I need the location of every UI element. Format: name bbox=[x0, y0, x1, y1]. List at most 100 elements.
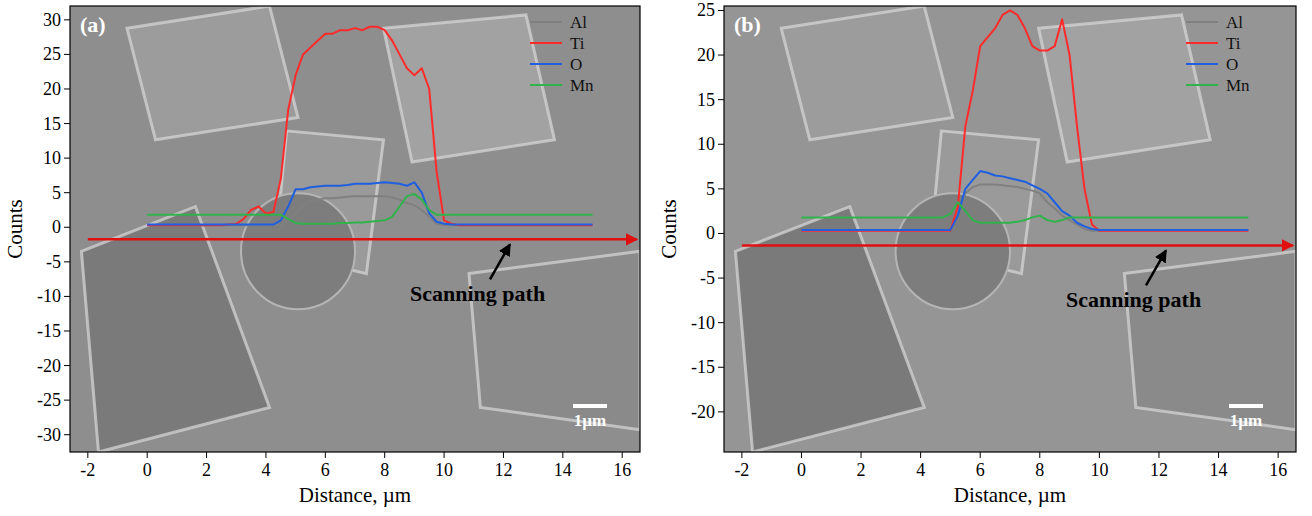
image-ground bbox=[724, 6, 1296, 452]
y-tick-label: 15 bbox=[697, 90, 715, 110]
y-tick bbox=[718, 233, 724, 234]
x-tick bbox=[206, 452, 207, 458]
legend: AlTiOMn bbox=[1186, 13, 1250, 95]
y-tick bbox=[64, 158, 70, 159]
x-axis-title: Distance, µm bbox=[954, 483, 1066, 507]
y-tick bbox=[64, 19, 70, 20]
x-tick bbox=[1039, 452, 1040, 458]
legend: AlTiOMn bbox=[530, 13, 594, 95]
legend-label: Ti bbox=[570, 34, 585, 53]
series-line bbox=[801, 171, 1248, 230]
y-tick bbox=[718, 144, 724, 145]
legend-swatch bbox=[530, 42, 562, 44]
x-tick-label: 4 bbox=[916, 460, 925, 480]
y-tick bbox=[718, 188, 724, 189]
series-lines bbox=[801, 10, 1248, 230]
y-axis-title: Counts bbox=[657, 199, 681, 259]
pointer-arrow bbox=[1146, 250, 1166, 285]
x-tick bbox=[1218, 452, 1219, 458]
y-tick bbox=[718, 367, 724, 368]
annotation: Scanning path bbox=[410, 281, 545, 306]
y-tick bbox=[64, 54, 70, 55]
y-tick-label: 20 bbox=[697, 45, 715, 65]
x-tick-label: 16 bbox=[613, 460, 631, 480]
legend-swatch bbox=[1186, 84, 1218, 86]
y-tick bbox=[64, 434, 70, 435]
x-tick-label: -2 bbox=[734, 460, 749, 480]
panel: -20246810121416-30-25-20-15-10-505101520… bbox=[3, 6, 640, 507]
scale-bar-label: 1µm bbox=[574, 411, 606, 430]
x-axis-title: Distance, µm bbox=[299, 483, 411, 507]
x-tick bbox=[1099, 452, 1100, 458]
annotation: Scanning path bbox=[1066, 287, 1201, 312]
y-tick-label: -10 bbox=[691, 313, 715, 333]
panel-label: (b) bbox=[734, 12, 761, 37]
x-tick-label: 2 bbox=[857, 460, 866, 480]
series-line bbox=[801, 202, 1248, 223]
y-tick-label: 10 bbox=[697, 134, 715, 154]
x-tick bbox=[980, 452, 981, 458]
x-tick-label: 10 bbox=[1090, 460, 1108, 480]
x-tick bbox=[562, 452, 563, 458]
grain bbox=[469, 251, 640, 429]
pointer-arrow bbox=[490, 244, 510, 279]
x-tick-label: 12 bbox=[1150, 460, 1168, 480]
grain bbox=[384, 15, 555, 162]
y-tick bbox=[64, 227, 70, 228]
y-tick-label: 25 bbox=[43, 44, 61, 64]
y-tick bbox=[718, 411, 724, 412]
y-tick-label: -30 bbox=[37, 425, 61, 445]
x-tick bbox=[325, 452, 326, 458]
y-tick bbox=[64, 400, 70, 401]
x-tick-label: 6 bbox=[976, 460, 985, 480]
y-tick bbox=[64, 296, 70, 297]
legend-label: Ti bbox=[1226, 34, 1241, 53]
x-tick-label: 6 bbox=[321, 460, 330, 480]
x-tick bbox=[503, 452, 504, 458]
y-tick-label: -15 bbox=[691, 357, 715, 377]
x-tick bbox=[861, 452, 862, 458]
x-tick bbox=[622, 452, 623, 458]
legend-swatch bbox=[530, 21, 562, 23]
x-tick-label: 4 bbox=[261, 460, 270, 480]
x-tick bbox=[741, 452, 742, 458]
series-line bbox=[147, 194, 592, 224]
series-line bbox=[147, 182, 592, 224]
series-line bbox=[801, 10, 1248, 230]
y-tick-label: -25 bbox=[37, 390, 61, 410]
x-tick bbox=[1158, 452, 1159, 458]
y-tick bbox=[718, 10, 724, 11]
x-tick-label: 0 bbox=[143, 460, 152, 480]
grain bbox=[1124, 251, 1296, 429]
y-tick bbox=[64, 330, 70, 331]
y-tick-label: -5 bbox=[46, 252, 61, 272]
y-tick-label: -20 bbox=[691, 402, 715, 422]
x-tick bbox=[87, 452, 88, 458]
legend-label: O bbox=[570, 55, 582, 74]
y-tick bbox=[64, 192, 70, 193]
y-tick-label: -20 bbox=[37, 356, 61, 376]
series-line bbox=[147, 27, 592, 225]
x-tick-label: 0 bbox=[797, 460, 806, 480]
x-tick-label: 10 bbox=[435, 460, 453, 480]
series-lines bbox=[147, 27, 592, 225]
y-tick-label: 5 bbox=[706, 179, 715, 199]
x-tick-label: 8 bbox=[1035, 460, 1044, 480]
panel: -20246810121416-20-15-10-50510152025Dist… bbox=[657, 0, 1296, 507]
legend-label: O bbox=[1226, 55, 1238, 74]
y-tick-label: 0 bbox=[706, 223, 715, 243]
y-tick-label: -15 bbox=[37, 321, 61, 341]
x-tick bbox=[920, 452, 921, 458]
legend-label: Mn bbox=[1226, 76, 1250, 95]
plot-frame bbox=[724, 6, 1296, 452]
x-tick bbox=[444, 452, 445, 458]
y-axis-title: Counts bbox=[3, 199, 27, 259]
x-tick-label: 2 bbox=[202, 460, 211, 480]
y-tick-label: 10 bbox=[43, 148, 61, 168]
y-tick-label: 30 bbox=[43, 10, 61, 30]
y-tick-label: 20 bbox=[43, 79, 61, 99]
x-tick bbox=[265, 452, 266, 458]
legend-swatch bbox=[530, 63, 562, 65]
x-tick bbox=[384, 452, 385, 458]
x-tick-label: 12 bbox=[494, 460, 512, 480]
